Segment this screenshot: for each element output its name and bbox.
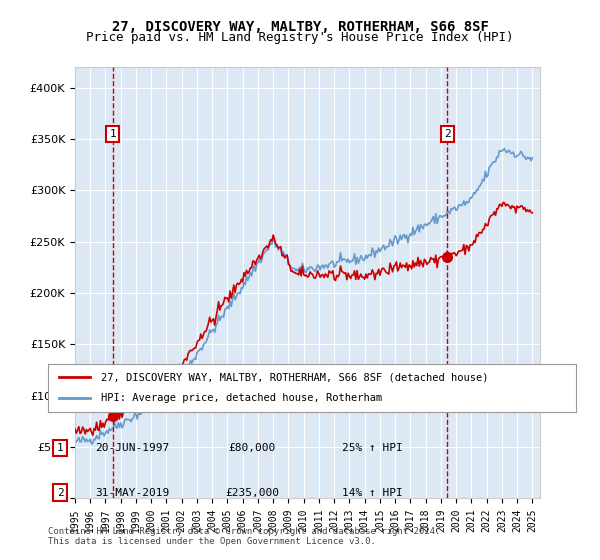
Text: £80,000: £80,000: [229, 443, 275, 453]
Text: 14% ↑ HPI: 14% ↑ HPI: [341, 488, 403, 498]
Text: 1: 1: [56, 443, 64, 453]
Text: HPI: Average price, detached house, Rotherham: HPI: Average price, detached house, Roth…: [101, 393, 382, 403]
Text: 25% ↑ HPI: 25% ↑ HPI: [341, 443, 403, 453]
Text: 27, DISCOVERY WAY, MALTBY, ROTHERHAM, S66 8SF (detached house): 27, DISCOVERY WAY, MALTBY, ROTHERHAM, S6…: [101, 372, 488, 382]
Text: £235,000: £235,000: [225, 488, 279, 498]
Text: Contains HM Land Registry data © Crown copyright and database right 2024.
This d: Contains HM Land Registry data © Crown c…: [48, 526, 440, 546]
Text: 2: 2: [56, 488, 64, 498]
Text: 2: 2: [444, 129, 451, 139]
Text: 20-JUN-1997: 20-JUN-1997: [95, 443, 169, 453]
Text: 31-MAY-2019: 31-MAY-2019: [95, 488, 169, 498]
Text: 27, DISCOVERY WAY, MALTBY, ROTHERHAM, S66 8SF: 27, DISCOVERY WAY, MALTBY, ROTHERHAM, S6…: [112, 20, 488, 34]
Text: 1: 1: [109, 129, 116, 139]
Text: Price paid vs. HM Land Registry's House Price Index (HPI): Price paid vs. HM Land Registry's House …: [86, 31, 514, 44]
